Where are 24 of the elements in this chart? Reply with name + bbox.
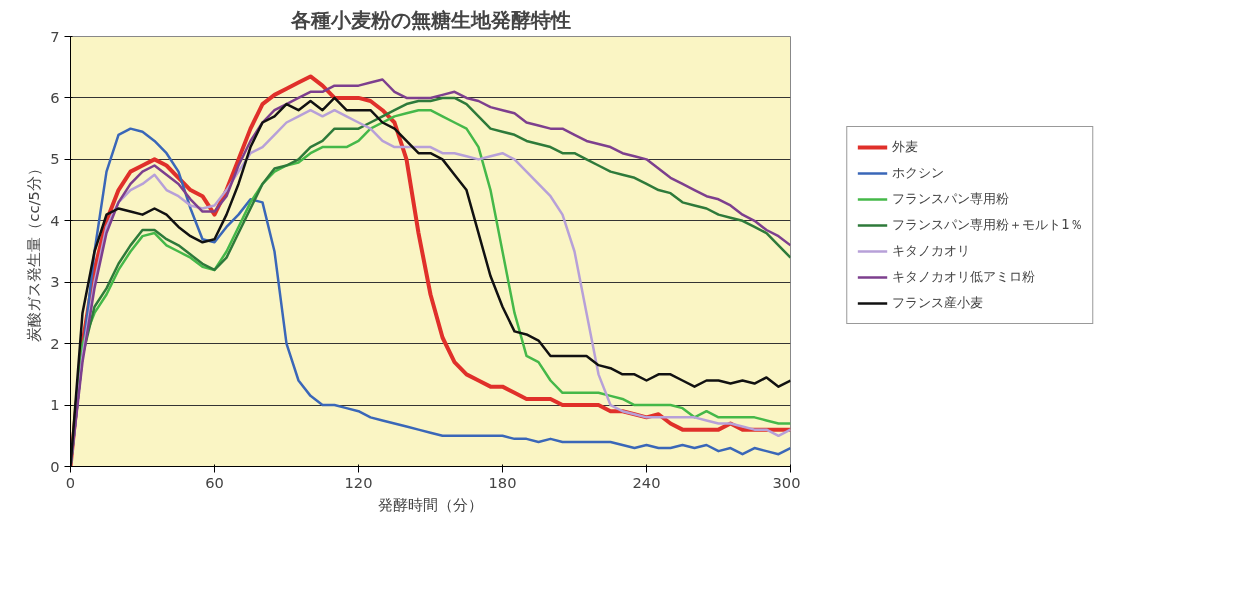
y-axis-title: 炭酸ガス発生量（cc/5分） [25,161,43,342]
x-tick-label: 60 [205,473,224,491]
legend-label: フランスパン専用粉＋モルト1％ [892,216,1083,234]
x-tick-label: 180 [488,473,517,491]
legend-label: ホクシン [892,164,945,182]
y-tick-label: 0 [50,457,60,475]
x-tick-label: 240 [632,473,661,491]
y-tick-label: 3 [50,273,60,291]
x-tick-label: 120 [344,473,373,491]
y-tick-label: 1 [50,396,60,414]
y-tick-label: 5 [50,150,60,168]
y-tick-label: 7 [50,27,60,45]
legend-label: フランスパン専用粉 [892,190,1010,208]
y-tick-label: 2 [50,334,60,352]
x-axis-title: 発酵時間（分） [378,495,483,513]
x-tick-label: 0 [65,473,76,491]
x-tick-label: 300 [772,473,801,491]
legend-label: 外麦 [892,138,919,156]
legend-label: キタノカオリ低アミロ粉 [892,268,1036,286]
y-tick-label: 6 [50,88,60,106]
chart-title: 各種小麦粉の無糖生地発酵特性 [289,7,571,32]
legend-label: キタノカオリ [892,242,971,260]
y-tick-label: 4 [50,211,60,229]
legend-label: フランス産小麦 [892,294,984,312]
